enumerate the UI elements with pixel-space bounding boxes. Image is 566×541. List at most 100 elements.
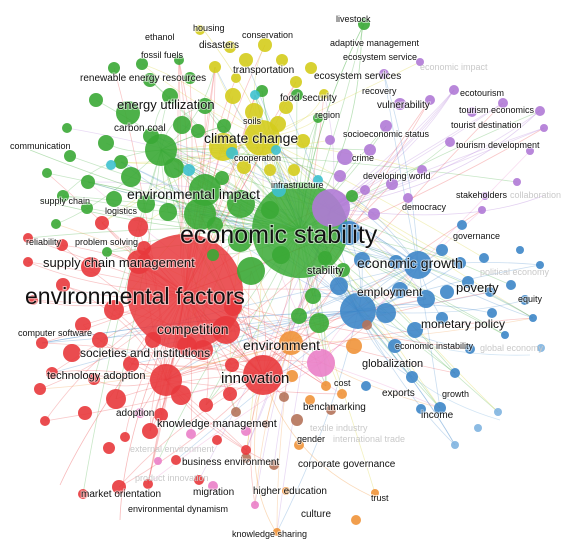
network-node	[290, 76, 302, 88]
network-node	[42, 168, 52, 178]
network-node	[116, 101, 140, 125]
network-link	[357, 310, 456, 446]
network-link	[254, 342, 292, 506]
network-node	[294, 440, 304, 450]
network-node	[276, 54, 288, 66]
network-node	[325, 135, 335, 145]
network-node	[425, 95, 435, 105]
network-node	[98, 135, 114, 151]
network-node	[478, 206, 486, 214]
network-node	[364, 144, 376, 156]
node-label-political-economy: political economy	[480, 267, 550, 277]
network-node	[215, 171, 229, 185]
network-node	[34, 383, 46, 395]
network-node	[270, 116, 286, 132]
network-link	[262, 289, 401, 376]
network-node	[128, 217, 148, 237]
network-link	[262, 374, 381, 501]
network-node	[199, 398, 213, 412]
network-node	[540, 124, 548, 132]
network-node	[223, 387, 237, 401]
node-label-trust: trust	[371, 493, 389, 503]
node-label-carbon-coal: carbon coal	[114, 123, 166, 134]
network-node	[143, 479, 153, 489]
network-node	[123, 356, 139, 372]
network-link	[330, 127, 545, 209]
network-node	[36, 337, 48, 349]
network-link	[141, 63, 263, 139]
network-node	[207, 249, 219, 261]
network-node	[336, 263, 350, 277]
network-node	[28, 295, 38, 305]
node-label-competition: competition	[157, 321, 229, 337]
network-node	[380, 120, 392, 132]
network-node	[88, 373, 100, 385]
node-label-knowledge-management: knowledge management	[157, 418, 277, 430]
network-link	[261, 137, 376, 494]
network-node	[457, 220, 467, 230]
network-node	[258, 38, 272, 52]
network-node	[227, 190, 255, 218]
network-node	[112, 480, 126, 494]
network-node	[449, 85, 459, 95]
network-node	[241, 426, 251, 436]
network-node	[392, 282, 408, 298]
network-link	[261, 137, 534, 319]
node-label-stability: stability	[307, 265, 344, 277]
network-node	[173, 116, 191, 134]
node-label-environmental-dynamism: environmental dynamism	[128, 504, 228, 514]
node-label-communication: communication	[10, 141, 71, 151]
network-node	[231, 73, 241, 83]
network-node	[454, 257, 466, 269]
node-label-cooperation: cooperation	[234, 153, 281, 163]
network-node	[239, 53, 253, 67]
node-label-socioeconomic-status: socioeconomic status	[343, 129, 430, 139]
network-node	[337, 149, 353, 165]
network-link	[120, 161, 359, 312]
node-label-disasters: disasters	[199, 40, 239, 51]
node-label-problem-solving: problem solving	[75, 237, 138, 247]
node-label-ecotourism: ecotourism	[460, 88, 504, 98]
network-node	[309, 313, 329, 333]
node-label-adoption: adoption	[116, 408, 154, 419]
network-node	[78, 406, 92, 420]
network-node	[184, 72, 196, 84]
network-link	[276, 342, 292, 533]
network-node	[57, 190, 69, 202]
node-label-external-environment: external environment	[130, 444, 215, 454]
network-node	[164, 158, 184, 178]
network-node	[46, 367, 58, 379]
network-link	[330, 110, 541, 209]
node-label-monetary-policy: monetary policy	[421, 317, 505, 331]
network-node	[241, 445, 251, 455]
network-link	[87, 181, 419, 266]
node-label-global-economy: global economy	[480, 343, 544, 353]
network-node	[63, 344, 81, 362]
network-node	[536, 261, 544, 269]
network-node	[445, 137, 455, 147]
network-link	[120, 137, 263, 164]
network-link	[245, 137, 264, 459]
network-link	[165, 310, 359, 381]
network-node	[104, 300, 124, 320]
node-label-recovery: recovery	[362, 86, 397, 96]
network-node	[171, 455, 181, 465]
network-link	[130, 310, 359, 365]
network-node	[262, 420, 270, 428]
node-label-technology-adoption: technology adoption	[47, 370, 145, 382]
network-node	[305, 288, 321, 304]
network-node	[376, 303, 396, 323]
node-label-energy-utilization: energy utilization	[117, 97, 215, 112]
node-label-benchmarking: benchmarking	[303, 402, 366, 413]
network-node	[529, 314, 537, 322]
network-node	[282, 487, 290, 495]
network-node	[226, 147, 238, 159]
network-link	[298, 264, 419, 317]
node-label-adaptive-management: adaptive management	[330, 38, 420, 48]
node-label-product-innovation: product innovation	[135, 473, 209, 483]
network-node	[208, 481, 218, 491]
node-label-culture: culture	[301, 509, 331, 520]
network-node	[120, 432, 130, 442]
network-link	[62, 284, 167, 381]
